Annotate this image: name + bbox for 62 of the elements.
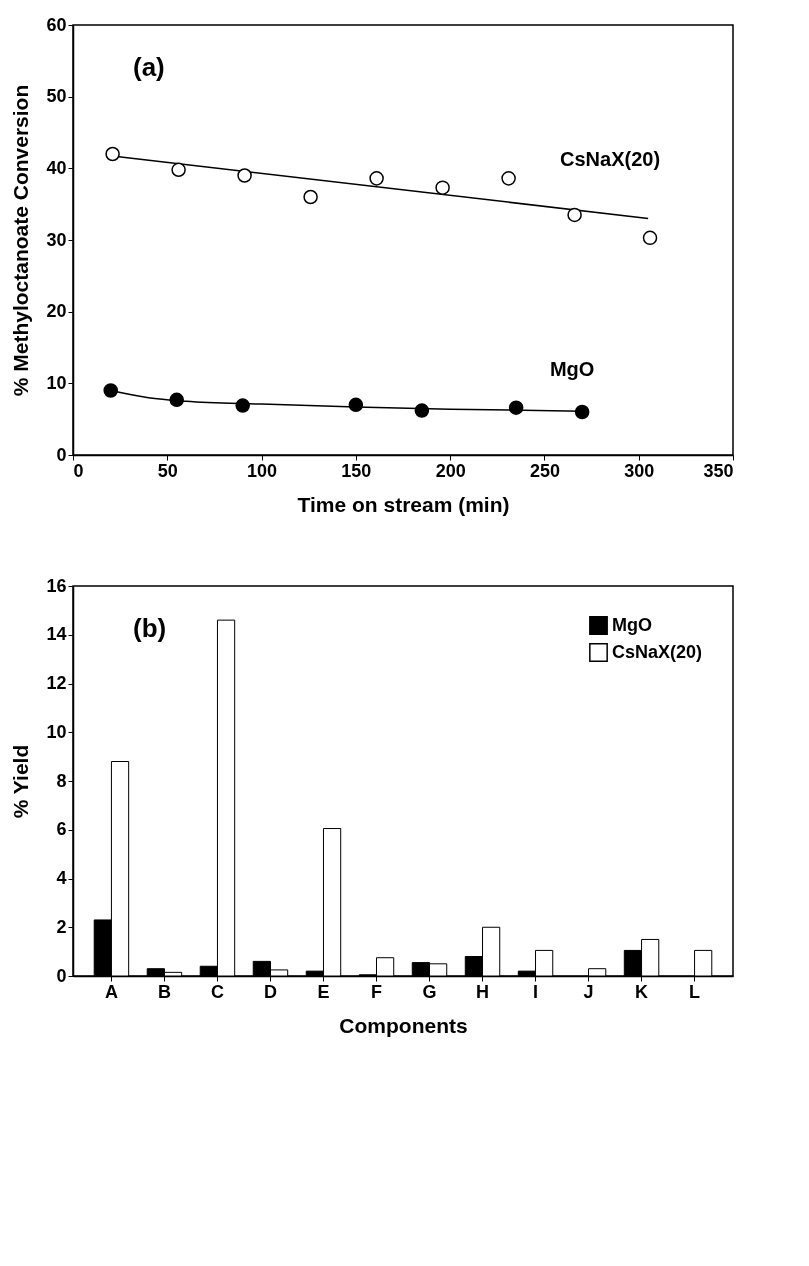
- series-label: MgO: [549, 358, 595, 380]
- x-tick-label: J: [583, 981, 594, 1002]
- x-tick-label: 50: [157, 460, 178, 481]
- y-tick-label: 4: [56, 868, 67, 888]
- x-tick-label: D: [263, 981, 277, 1002]
- annotation: (a): [133, 52, 165, 82]
- legend-label: CsNaX(20): [612, 641, 703, 662]
- annotation: (b): [133, 613, 167, 643]
- y-tick-label: 40: [46, 157, 67, 178]
- x-tick-label: H: [476, 981, 490, 1002]
- y-tick-label: 30: [46, 229, 67, 250]
- y-axis-title: % Yield: [9, 744, 33, 819]
- point: [235, 398, 250, 413]
- point: [414, 403, 430, 418]
- y-tick-label: 60: [46, 14, 67, 35]
- x-axis-title: Time on stream (min): [297, 492, 510, 516]
- point: [303, 189, 318, 205]
- x-tick-label: 200: [435, 460, 466, 481]
- y-tick-label: 16: [46, 575, 67, 596]
- point: [501, 171, 516, 186]
- x-tick-label: 150: [341, 460, 372, 481]
- x-tick-label: C: [210, 981, 224, 1002]
- point: [369, 171, 384, 186]
- point: [567, 207, 582, 223]
- x-tick-label: I: [533, 981, 539, 1002]
- y-tick-label: 10: [46, 721, 67, 742]
- x-tick-label: 350: [703, 460, 734, 481]
- y-tick-label: 0: [56, 444, 67, 465]
- x-tick-label: E: [317, 981, 330, 1002]
- point: [574, 404, 590, 420]
- x-tick-label: 0: [73, 460, 84, 481]
- point: [435, 180, 450, 195]
- x-tick-label: 300: [624, 460, 655, 481]
- point: [103, 383, 118, 398]
- x-tick-label: B: [157, 981, 171, 1002]
- y-tick-label: 20: [46, 301, 67, 322]
- point: [642, 230, 658, 246]
- point: [171, 162, 186, 178]
- x-tick-label: F: [370, 981, 382, 1002]
- y-tick-label: 12: [46, 673, 67, 693]
- y-tick-label: 10: [46, 372, 67, 393]
- x-tick-label: A: [104, 981, 118, 1002]
- point: [237, 168, 252, 183]
- point: [169, 392, 184, 408]
- point: [508, 400, 524, 415]
- y-tick-label: 6: [56, 819, 67, 840]
- x-axis-title: Components: [339, 1013, 468, 1037]
- x-tick-label: 100: [247, 460, 278, 481]
- y-tick-label: 50: [46, 86, 67, 107]
- x-tick-label: G: [422, 981, 437, 1002]
- point: [348, 397, 364, 413]
- x-tick-label: 250: [529, 460, 560, 481]
- y-tick-label: 8: [56, 770, 67, 791]
- text: CsNaX(20): [560, 147, 661, 170]
- x-tick-label: L: [689, 981, 701, 1002]
- y-tick-label: 0: [56, 965, 67, 986]
- y-tick-label: 14: [46, 624, 67, 645]
- x-tick-label: K: [635, 981, 649, 1002]
- legend-label: MgO: [612, 614, 652, 635]
- y-axis-title: % Methyloctanoate Conversion: [9, 84, 33, 397]
- y-tick-label: 2: [56, 916, 67, 937]
- point: [105, 146, 120, 162]
